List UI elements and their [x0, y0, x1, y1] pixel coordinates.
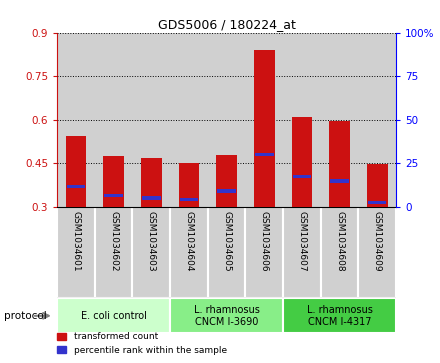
Bar — [358, 33, 396, 207]
Text: GSM1034601: GSM1034601 — [72, 211, 81, 272]
Bar — [180, 198, 198, 201]
Text: GSM1034608: GSM1034608 — [335, 211, 344, 272]
Text: GSM1034607: GSM1034607 — [297, 211, 306, 272]
Bar — [330, 179, 349, 183]
Text: GSM1034606: GSM1034606 — [260, 211, 269, 272]
Bar — [95, 33, 132, 207]
Bar — [216, 155, 237, 207]
Text: GSM1034603: GSM1034603 — [147, 211, 156, 272]
Bar — [329, 121, 350, 207]
Text: protocol: protocol — [4, 311, 47, 321]
Bar — [255, 153, 274, 156]
Bar — [170, 207, 208, 298]
Bar — [283, 207, 321, 298]
Bar — [170, 33, 208, 207]
Bar — [208, 207, 246, 298]
Text: L. rhamnosus
CNCM I-3690: L. rhamnosus CNCM I-3690 — [194, 305, 260, 327]
Bar — [321, 33, 358, 207]
Bar — [67, 185, 85, 188]
Bar — [293, 175, 311, 178]
Bar — [367, 164, 388, 207]
Bar — [246, 33, 283, 207]
Bar — [321, 207, 358, 298]
Bar — [66, 136, 86, 207]
Bar — [292, 117, 312, 207]
Bar — [358, 207, 396, 298]
Text: GSM1034602: GSM1034602 — [109, 211, 118, 272]
Legend: transformed count, percentile rank within the sample: transformed count, percentile rank withi… — [57, 333, 227, 355]
Bar — [95, 207, 132, 298]
Bar — [142, 196, 161, 200]
Bar — [104, 193, 123, 197]
Title: GDS5006 / 180224_at: GDS5006 / 180224_at — [158, 19, 296, 32]
Text: E. coli control: E. coli control — [81, 311, 147, 321]
Bar — [217, 189, 236, 193]
Bar — [368, 201, 386, 204]
Text: GSM1034609: GSM1034609 — [373, 211, 381, 272]
Bar — [283, 298, 396, 333]
Bar — [132, 207, 170, 298]
Bar — [57, 298, 170, 333]
Bar — [103, 156, 124, 207]
Bar — [170, 298, 283, 333]
Bar — [283, 33, 321, 207]
Text: GSM1034605: GSM1034605 — [222, 211, 231, 272]
Bar — [57, 33, 95, 207]
Text: GSM1034604: GSM1034604 — [184, 211, 194, 272]
Bar — [246, 207, 283, 298]
Bar — [57, 207, 95, 298]
Bar — [141, 158, 161, 207]
Bar — [179, 163, 199, 207]
Bar — [132, 33, 170, 207]
Bar — [208, 33, 246, 207]
Bar — [254, 50, 275, 207]
Text: L. rhamnosus
CNCM I-4317: L. rhamnosus CNCM I-4317 — [307, 305, 373, 327]
